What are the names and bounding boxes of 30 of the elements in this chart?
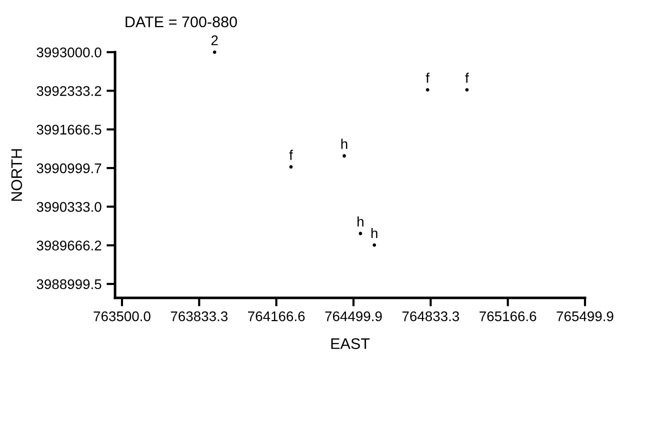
text: h <box>371 228 378 238</box>
text: f <box>289 150 293 160</box>
point <box>372 243 376 247</box>
y-tick-label: 3992333.2 <box>36 86 102 96</box>
x-tick-label: 764166.6 <box>248 311 305 322</box>
series-label: h <box>358 216 364 226</box>
y-axis-title: NORTH <box>11 149 22 201</box>
y-tick-label: 3993000.0 <box>36 47 102 58</box>
x-tick-label: 763833.3 <box>170 311 228 322</box>
x-tick-label: 765499.9 <box>556 311 614 322</box>
x-tick-label: 764833.3 <box>402 311 460 322</box>
x-tick-label: 764499.9 <box>325 311 382 322</box>
x-tick-label: 763500.0 <box>94 311 150 322</box>
x-axis-title: EAST <box>331 338 370 350</box>
series-label: 2 <box>211 35 218 46</box>
point <box>342 154 346 158</box>
y-tick-label: 3990999.7 <box>36 163 102 174</box>
text: f <box>426 72 430 83</box>
y-tick-label: 3989666.2 <box>36 240 102 250</box>
point <box>465 88 469 92</box>
x-tick-label: 765166.6 <box>480 311 536 322</box>
y-tick-label: 3988999.5 <box>36 279 102 290</box>
series-label: f <box>465 72 469 83</box>
y-tick-label: 3991666.5 <box>36 124 102 135</box>
y-tick-label: 3990333.0 <box>36 202 102 212</box>
chart-title: DATE = 700-880 <box>126 16 237 28</box>
point <box>426 88 430 92</box>
text: h <box>341 138 348 149</box>
point <box>212 50 216 54</box>
point <box>289 165 293 169</box>
